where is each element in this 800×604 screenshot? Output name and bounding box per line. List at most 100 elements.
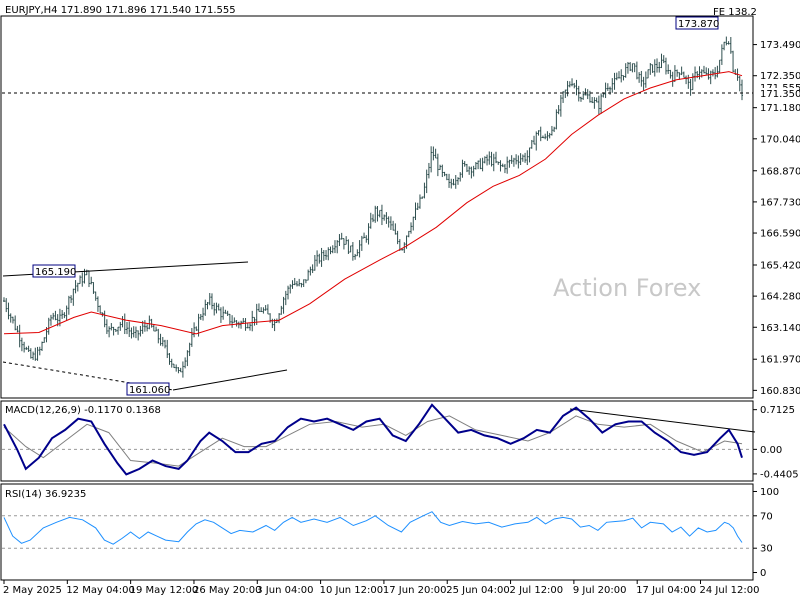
candle [264, 305, 267, 311]
candle [682, 71, 685, 78]
lower-dashed-trendline [2, 361, 174, 391]
candle [320, 247, 323, 267]
price-tick-label: 161.970 [760, 355, 800, 366]
candle [374, 205, 377, 223]
candle [649, 63, 652, 75]
axis-layer: 173.490 172.350 171.180 170.040 168.870 167.7… [3, 40, 800, 596]
axis-label-171350-text: 171.350 [760, 89, 800, 100]
candle [304, 279, 307, 284]
candle [642, 76, 645, 91]
label-161060: 161.060 [126, 382, 170, 396]
candle [653, 59, 656, 77]
candle [278, 313, 281, 324]
candle [193, 322, 196, 338]
candle [32, 351, 35, 360]
candle [108, 326, 111, 338]
candle [235, 320, 238, 327]
candle [126, 322, 128, 335]
candle [698, 66, 701, 80]
candle [148, 315, 151, 330]
candle [72, 288, 75, 306]
candle [29, 348, 32, 359]
candle [34, 347, 37, 361]
candle [562, 91, 565, 103]
candle [456, 177, 459, 185]
candle [394, 223, 397, 235]
candle [495, 151, 497, 164]
candle [206, 302, 209, 310]
candle [358, 240, 361, 258]
candle [38, 346, 41, 356]
candle [709, 70, 712, 85]
candle [360, 235, 363, 251]
candle [291, 280, 294, 289]
candle [600, 93, 603, 114]
candle [365, 235, 368, 243]
candle [262, 307, 265, 314]
candle [309, 266, 312, 276]
candle [123, 313, 126, 335]
time-tick-label: 2 Jul 12:00 [510, 585, 564, 596]
price-tick-label: 165.420 [760, 260, 800, 271]
macd-layer [2, 403, 753, 476]
candle [434, 148, 437, 159]
candle [720, 44, 723, 65]
candle [586, 89, 589, 100]
candle [432, 146, 435, 161]
rsi-tick-label: 30 [760, 544, 773, 555]
candle [535, 131, 538, 151]
ma-layer [3, 71, 743, 335]
rsi-line [3, 511, 743, 545]
candle [658, 61, 661, 73]
candle [150, 318, 153, 328]
candle [425, 169, 428, 194]
candle [240, 320, 243, 329]
rsi-panel-frame [0, 483, 754, 581]
candle [244, 318, 247, 331]
candle [313, 254, 316, 271]
candle [468, 166, 471, 175]
candle [155, 326, 158, 332]
candle [16, 325, 19, 333]
candle [544, 133, 547, 140]
candle [376, 205, 379, 222]
candle [231, 315, 234, 328]
candle [465, 163, 468, 173]
candle [215, 302, 218, 314]
candle [392, 220, 395, 231]
rsi-layer [2, 511, 753, 549]
candle [43, 337, 46, 343]
candle [18, 324, 21, 348]
candle [204, 299, 207, 316]
axis-label-171350: 171.350 [755, 88, 800, 100]
candle [443, 171, 446, 177]
candle [667, 64, 670, 74]
candle [356, 249, 359, 257]
price-tick-label: 171.180 [760, 103, 800, 114]
candle [342, 238, 345, 250]
rsi-tick-label: 70 [760, 511, 773, 522]
candle [454, 175, 457, 189]
macd-divergence-line [569, 408, 756, 433]
candle [349, 245, 352, 253]
candle [651, 64, 654, 73]
candle [718, 59, 721, 74]
candle [152, 324, 155, 332]
candle [117, 326, 120, 335]
label-165190: 165.190 [32, 264, 76, 278]
candle [644, 71, 647, 88]
candle [548, 132, 551, 139]
candle [49, 314, 52, 326]
candle [179, 367, 182, 373]
candle [27, 345, 30, 353]
candle [618, 71, 620, 79]
candle [369, 212, 372, 229]
candle [579, 96, 582, 102]
candle [284, 290, 287, 306]
price-tick-label: 170.040 [760, 134, 800, 145]
candle [195, 326, 198, 331]
candle [266, 304, 269, 315]
candle [459, 172, 462, 182]
candle [575, 79, 578, 96]
